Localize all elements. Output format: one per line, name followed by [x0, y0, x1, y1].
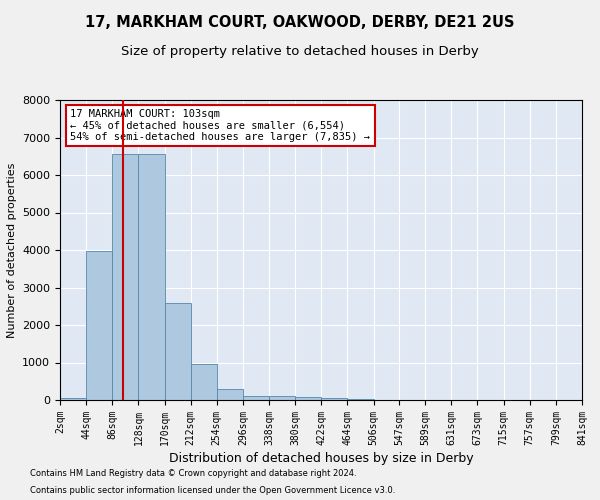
Bar: [322, 398, 347, 400]
Text: Size of property relative to detached houses in Derby: Size of property relative to detached ho…: [121, 45, 479, 58]
X-axis label: Distribution of detached houses by size in Derby: Distribution of detached houses by size …: [169, 452, 473, 465]
Bar: [191, 364, 217, 400]
Bar: [217, 389, 243, 400]
Y-axis label: Number of detached properties: Number of detached properties: [7, 162, 17, 338]
Bar: [112, 154, 139, 400]
Text: Contains public sector information licensed under the Open Government Licence v3: Contains public sector information licen…: [30, 486, 395, 495]
Bar: [60, 398, 86, 400]
Bar: [164, 302, 191, 400]
Text: 17 MARKHAM COURT: 103sqm
← 45% of detached houses are smaller (6,554)
54% of sem: 17 MARKHAM COURT: 103sqm ← 45% of detach…: [70, 109, 370, 142]
Bar: [139, 154, 164, 400]
Text: 17, MARKHAM COURT, OAKWOOD, DERBY, DE21 2US: 17, MARKHAM COURT, OAKWOOD, DERBY, DE21 …: [85, 15, 515, 30]
Bar: [86, 251, 112, 400]
Bar: [295, 397, 322, 400]
Bar: [269, 396, 295, 400]
Bar: [347, 399, 374, 400]
Text: Contains HM Land Registry data © Crown copyright and database right 2024.: Contains HM Land Registry data © Crown c…: [30, 468, 356, 477]
Bar: [243, 396, 269, 400]
